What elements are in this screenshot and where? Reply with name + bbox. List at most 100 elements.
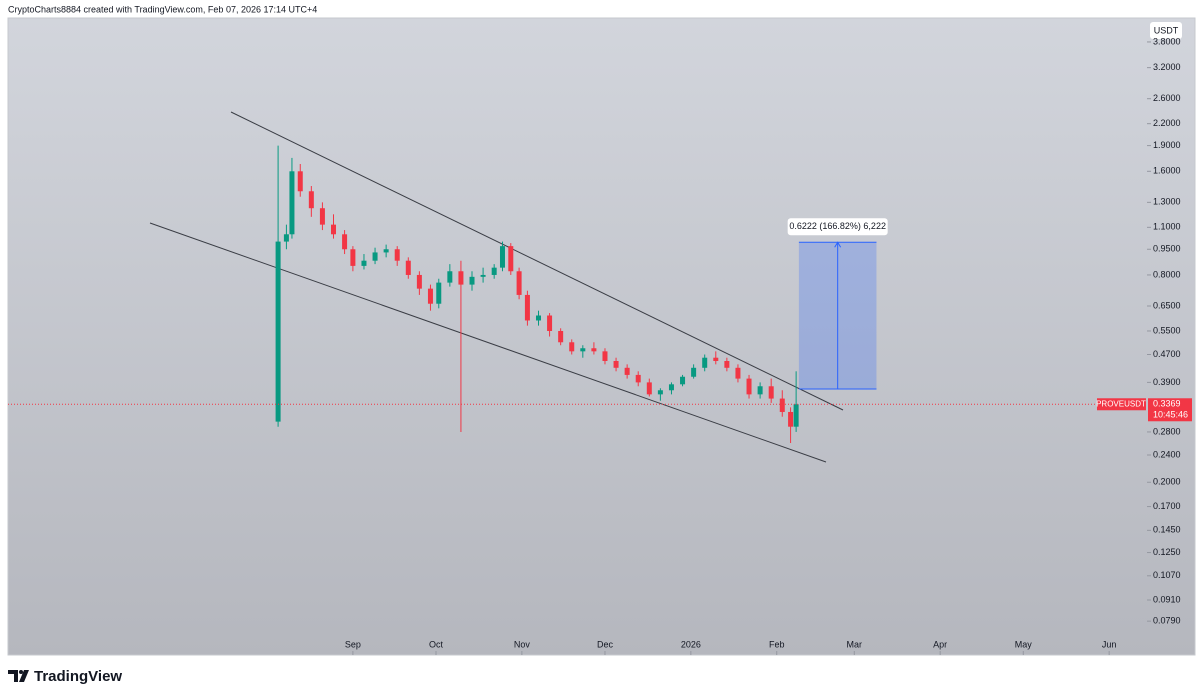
y-tick-label: 3.2000 <box>1153 62 1181 72</box>
candle-body <box>680 376 686 385</box>
candle-body <box>447 271 453 283</box>
candle-body <box>788 411 794 427</box>
candle-body <box>746 378 752 395</box>
candle-body <box>702 357 708 368</box>
y-tick-label: 2.6000 <box>1153 93 1181 103</box>
candle-body <box>383 249 389 253</box>
candle-body <box>602 351 608 361</box>
candle-body <box>547 315 553 331</box>
y-tick-label: 0.8000 <box>1153 269 1181 279</box>
candle-body <box>580 348 586 352</box>
y-tick-label: 0.3900 <box>1153 377 1181 387</box>
candle-body <box>372 252 378 261</box>
candle-body <box>624 367 630 375</box>
candle-body <box>591 348 597 352</box>
projection-label: 0.6222 (166.82%) 6,222 <box>789 221 886 231</box>
x-tick-label: Mar <box>847 639 863 649</box>
y-tick-label: 3.8000 <box>1153 36 1181 46</box>
candle-body <box>289 171 295 235</box>
x-tick-label: Apr <box>933 639 947 649</box>
candle-body <box>724 360 730 368</box>
currency: USDT <box>1154 25 1179 35</box>
y-tick-label: 1.9000 <box>1153 140 1181 150</box>
x-tick-label: Nov <box>514 639 531 649</box>
credit: CryptoCharts8884 created with TradingVie… <box>8 4 317 14</box>
candle-body <box>342 234 348 250</box>
candle-body <box>757 386 763 395</box>
chart-area <box>7 17 1196 656</box>
candle-body <box>308 191 314 209</box>
last-price-label: 0.3369 <box>1153 399 1181 409</box>
footer-logo: TradingView <box>8 668 122 685</box>
candle-body <box>394 249 400 261</box>
candle-body <box>330 224 336 235</box>
x-tick-label: Feb <box>769 639 785 649</box>
projection-label-box <box>787 218 888 236</box>
candle-body <box>499 246 505 268</box>
candle-body <box>613 360 619 368</box>
candle-body <box>668 384 674 391</box>
currency-box <box>1150 22 1182 39</box>
y-tick-label: 0.2400 <box>1153 449 1181 459</box>
candle-body <box>735 367 741 379</box>
y-tick-label: 0.0790 <box>1153 616 1181 626</box>
y-tick-label: 0.5500 <box>1153 325 1181 335</box>
logo-icon <box>8 670 29 682</box>
candle-body <box>508 246 514 272</box>
candle-body <box>516 271 522 295</box>
candle-body <box>657 390 663 395</box>
price-badge <box>1148 398 1192 422</box>
lower-trendline <box>149 222 827 463</box>
candle-body <box>558 330 564 343</box>
countdown: 10:45:46 <box>1153 410 1188 420</box>
x-tick-label: Sep <box>345 639 361 649</box>
candle-body <box>350 249 356 266</box>
candle-body <box>768 386 774 399</box>
candle-body <box>436 282 442 304</box>
candle-body <box>635 374 641 383</box>
candle-body <box>283 234 289 242</box>
logo-dot <box>19 670 23 674</box>
candle-body <box>793 404 799 427</box>
symbol-label: PROVEUSDT <box>1096 399 1146 408</box>
candle-body <box>361 260 367 266</box>
candle-body <box>480 274 486 277</box>
candle-body <box>297 171 303 192</box>
y-tick-label: 0.1250 <box>1153 547 1181 557</box>
candle-body <box>713 357 719 361</box>
y-tick-label: 0.2800 <box>1153 426 1181 436</box>
candle-body <box>427 288 433 304</box>
projection-arrowhead <box>834 241 842 248</box>
candle-body <box>535 315 541 321</box>
symbol-badge <box>1097 398 1146 411</box>
y-tick-label: 0.2000 <box>1153 477 1181 487</box>
candle-body <box>275 241 281 422</box>
candle-body <box>691 367 697 377</box>
x-tick-label: May <box>1015 639 1033 649</box>
candle-body <box>319 208 325 225</box>
x-tick-label: Dec <box>597 639 614 649</box>
y-tick-label: 1.6000 <box>1153 166 1181 176</box>
y-tick-label: 0.4700 <box>1153 349 1181 359</box>
y-tick-label: 2.2000 <box>1153 118 1181 128</box>
y-tick-label: 0.1450 <box>1153 525 1181 535</box>
y-tick-label: 0.1070 <box>1153 570 1181 580</box>
candle-body <box>779 398 785 412</box>
x-tick-label: Jun <box>1102 639 1117 649</box>
y-tick-label: 1.3000 <box>1153 197 1181 207</box>
y-tick-label: 0.1700 <box>1153 501 1181 511</box>
candle-body <box>458 271 464 285</box>
x-tick-label: 2026 <box>681 639 701 649</box>
x-tick-label: Oct <box>429 639 444 649</box>
y-tick-label: 0.6500 <box>1153 300 1181 310</box>
y-tick-label: 0.9500 <box>1153 244 1181 254</box>
candle-body <box>405 260 411 275</box>
candle-body <box>491 267 497 275</box>
candle-body <box>646 382 652 395</box>
candle-body <box>416 274 422 289</box>
candle-body <box>524 294 530 321</box>
brand: TradingView <box>34 668 122 685</box>
y-tick-label: 0.0910 <box>1153 594 1181 604</box>
y-tick-label: 1.1000 <box>1153 222 1181 232</box>
